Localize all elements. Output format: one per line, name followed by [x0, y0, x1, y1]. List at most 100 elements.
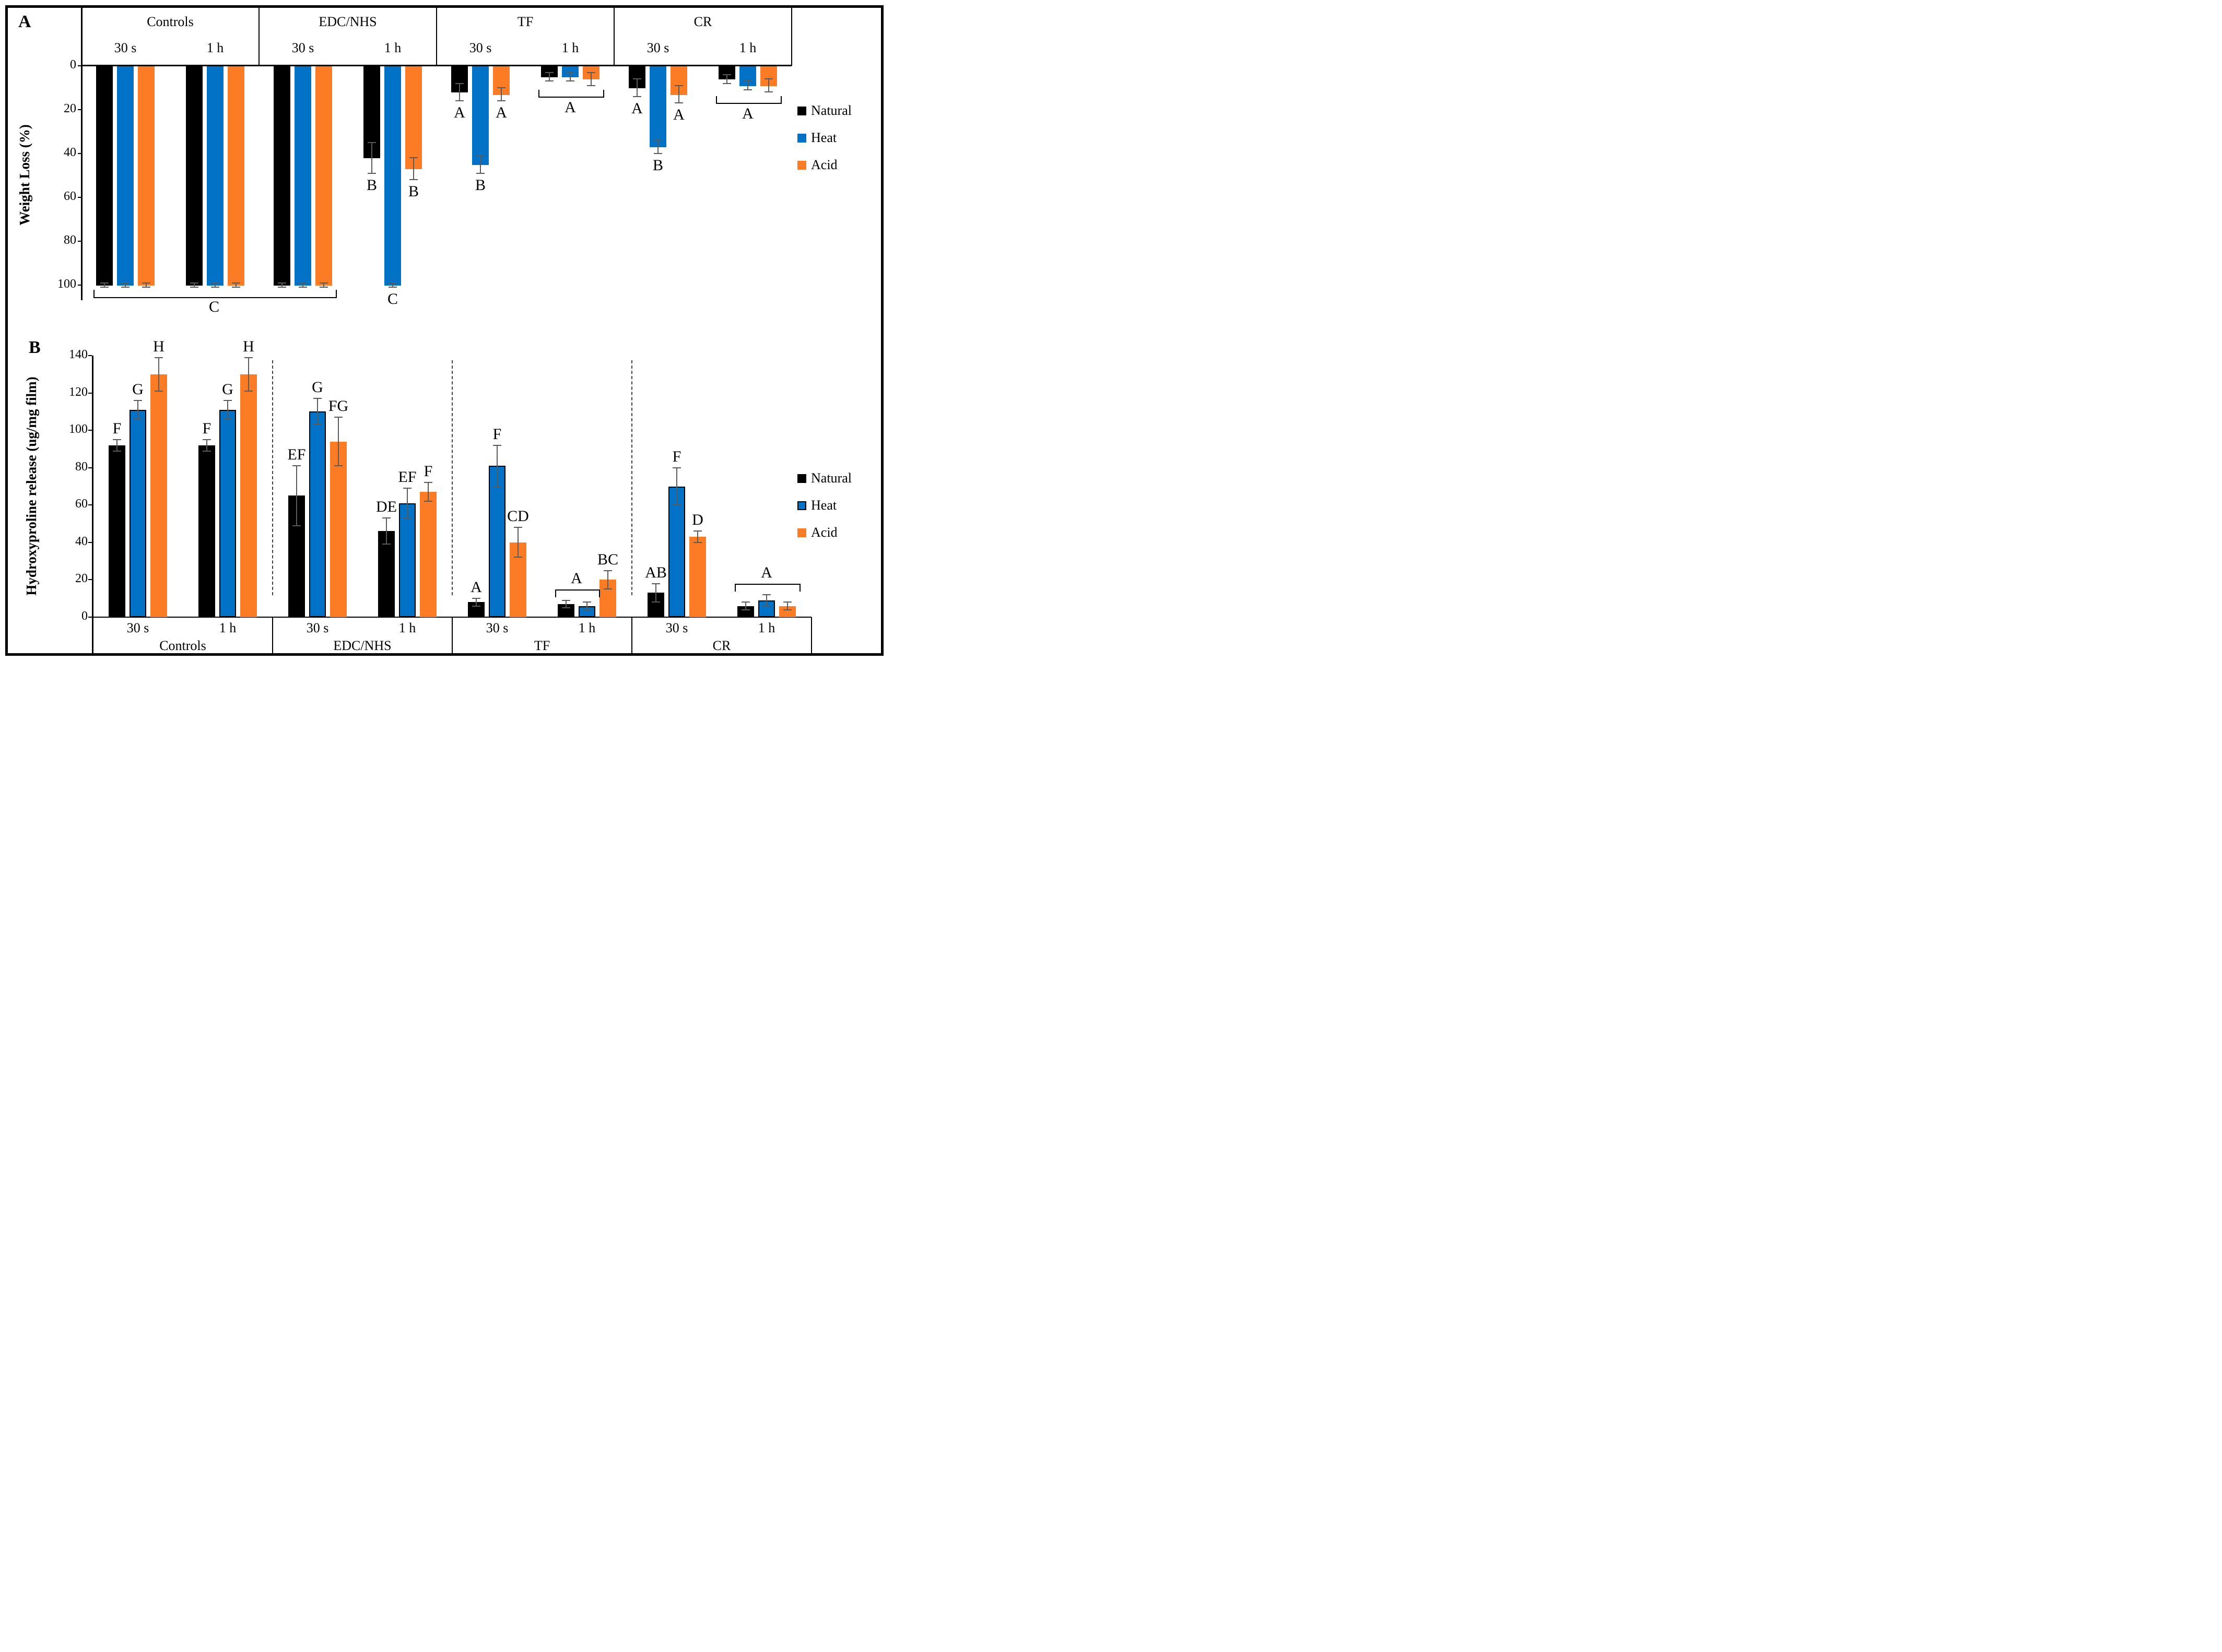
y-tick [78, 109, 81, 110]
significance-letter: AB [645, 563, 667, 581]
error-bar-cap [604, 570, 612, 571]
bar [295, 66, 311, 286]
error-bar-cap [472, 605, 480, 607]
error-bar-cap [134, 418, 142, 420]
error-bar [657, 140, 659, 154]
legend-item-heat: Heat [797, 130, 852, 146]
error-bar-cap [742, 609, 750, 610]
bar [315, 66, 332, 286]
y-tick [88, 541, 92, 543]
significance-letter: FG [328, 397, 349, 415]
error-bar-cap [100, 287, 109, 288]
significance-letter: A [454, 104, 465, 122]
error-bar [476, 598, 477, 606]
error-bar [194, 282, 195, 288]
error-bar-cap [368, 142, 376, 143]
subgroup-label: 30 s [126, 620, 149, 635]
error-bar-cap [409, 157, 418, 159]
error-bar [296, 466, 297, 526]
error-bar-cap [633, 78, 641, 80]
error-bar [566, 600, 567, 608]
error-bar-cap [292, 525, 301, 526]
error-bar-cap [493, 444, 501, 446]
error-bar-cap [654, 139, 662, 141]
panel-b-legend: Natural Heat Acid [797, 470, 852, 540]
error-bar-cap [693, 530, 702, 532]
error-bar-cap [334, 417, 343, 418]
bar [186, 66, 203, 286]
error-bar-cap [320, 287, 328, 288]
error-bar [281, 282, 283, 288]
error-bar [407, 488, 408, 518]
error-bar [413, 158, 414, 180]
error-bar-cap [211, 282, 219, 284]
significance-bracket [716, 96, 782, 104]
error-bar-cap [203, 439, 211, 441]
error-bar-cap [424, 482, 432, 483]
subgroup-label: 30 s [306, 620, 329, 635]
error-bar-cap [514, 527, 522, 528]
error-bar-cap [675, 102, 683, 104]
acid-swatch-icon [797, 528, 806, 537]
error-bar [116, 440, 117, 451]
error-bar-cap [652, 601, 660, 603]
y-tick-label: 100 [57, 277, 76, 291]
group-dashed-separator [272, 360, 273, 595]
significance-letter: EF [287, 446, 306, 464]
error-bar-cap [693, 541, 702, 543]
bar [228, 66, 244, 286]
error-bar [549, 72, 550, 81]
error-bar-cap [403, 517, 412, 519]
natural-swatch-icon [797, 106, 806, 115]
significance-letter: H [153, 337, 164, 355]
subgroup-label: 1 h [219, 620, 237, 635]
subgroup-label: 30 s [291, 40, 314, 55]
subgroup-label: 1 h [578, 620, 596, 635]
y-tick-label: 40 [75, 534, 88, 548]
error-bar-cap [497, 87, 505, 88]
bar [150, 374, 167, 617]
significance-letter: BC [597, 550, 619, 568]
error-bar-cap [424, 501, 432, 502]
error-bar [248, 357, 249, 391]
group-header-label: EDC/NHS [319, 14, 377, 29]
y-tick-label: 120 [69, 385, 88, 399]
error-bar-cap [224, 399, 232, 401]
legend-item-natural: Natural [797, 470, 852, 486]
group-divider [436, 8, 437, 66]
bar [689, 537, 706, 617]
bracket-letter: A [565, 98, 576, 116]
significance-letter: H [243, 337, 254, 355]
bar [378, 531, 395, 617]
y-tick-label: 80 [64, 233, 76, 247]
big-significance-bracket [93, 290, 337, 298]
significance-letter: C [387, 290, 398, 308]
error-bar [637, 79, 638, 97]
error-bar [497, 445, 498, 487]
error-bar-cap [493, 486, 501, 487]
error-bar [428, 482, 429, 502]
error-bar [323, 282, 324, 288]
significance-letter: B [652, 157, 663, 174]
group-label: Controls [159, 638, 206, 653]
error-bar [392, 282, 393, 288]
error-bar-cap [562, 607, 570, 609]
error-bar-cap [742, 601, 750, 603]
error-bar-cap [313, 424, 322, 426]
error-bar-cap [652, 583, 660, 584]
group-divider [258, 8, 260, 66]
bar [420, 492, 437, 617]
error-bar [768, 79, 769, 92]
error-bar-cap [278, 282, 286, 284]
error-bar [678, 85, 679, 103]
legend-item-acid: Acid [797, 157, 852, 173]
error-bar [302, 282, 303, 288]
zero-axis-line [81, 65, 792, 66]
legend-item-heat: Heat [797, 498, 852, 513]
error-bar-cap [142, 287, 150, 288]
error-bar-cap [476, 172, 485, 174]
bar [130, 409, 146, 617]
bar [472, 66, 489, 165]
error-bar-cap [244, 390, 253, 392]
group-divider [791, 8, 792, 66]
